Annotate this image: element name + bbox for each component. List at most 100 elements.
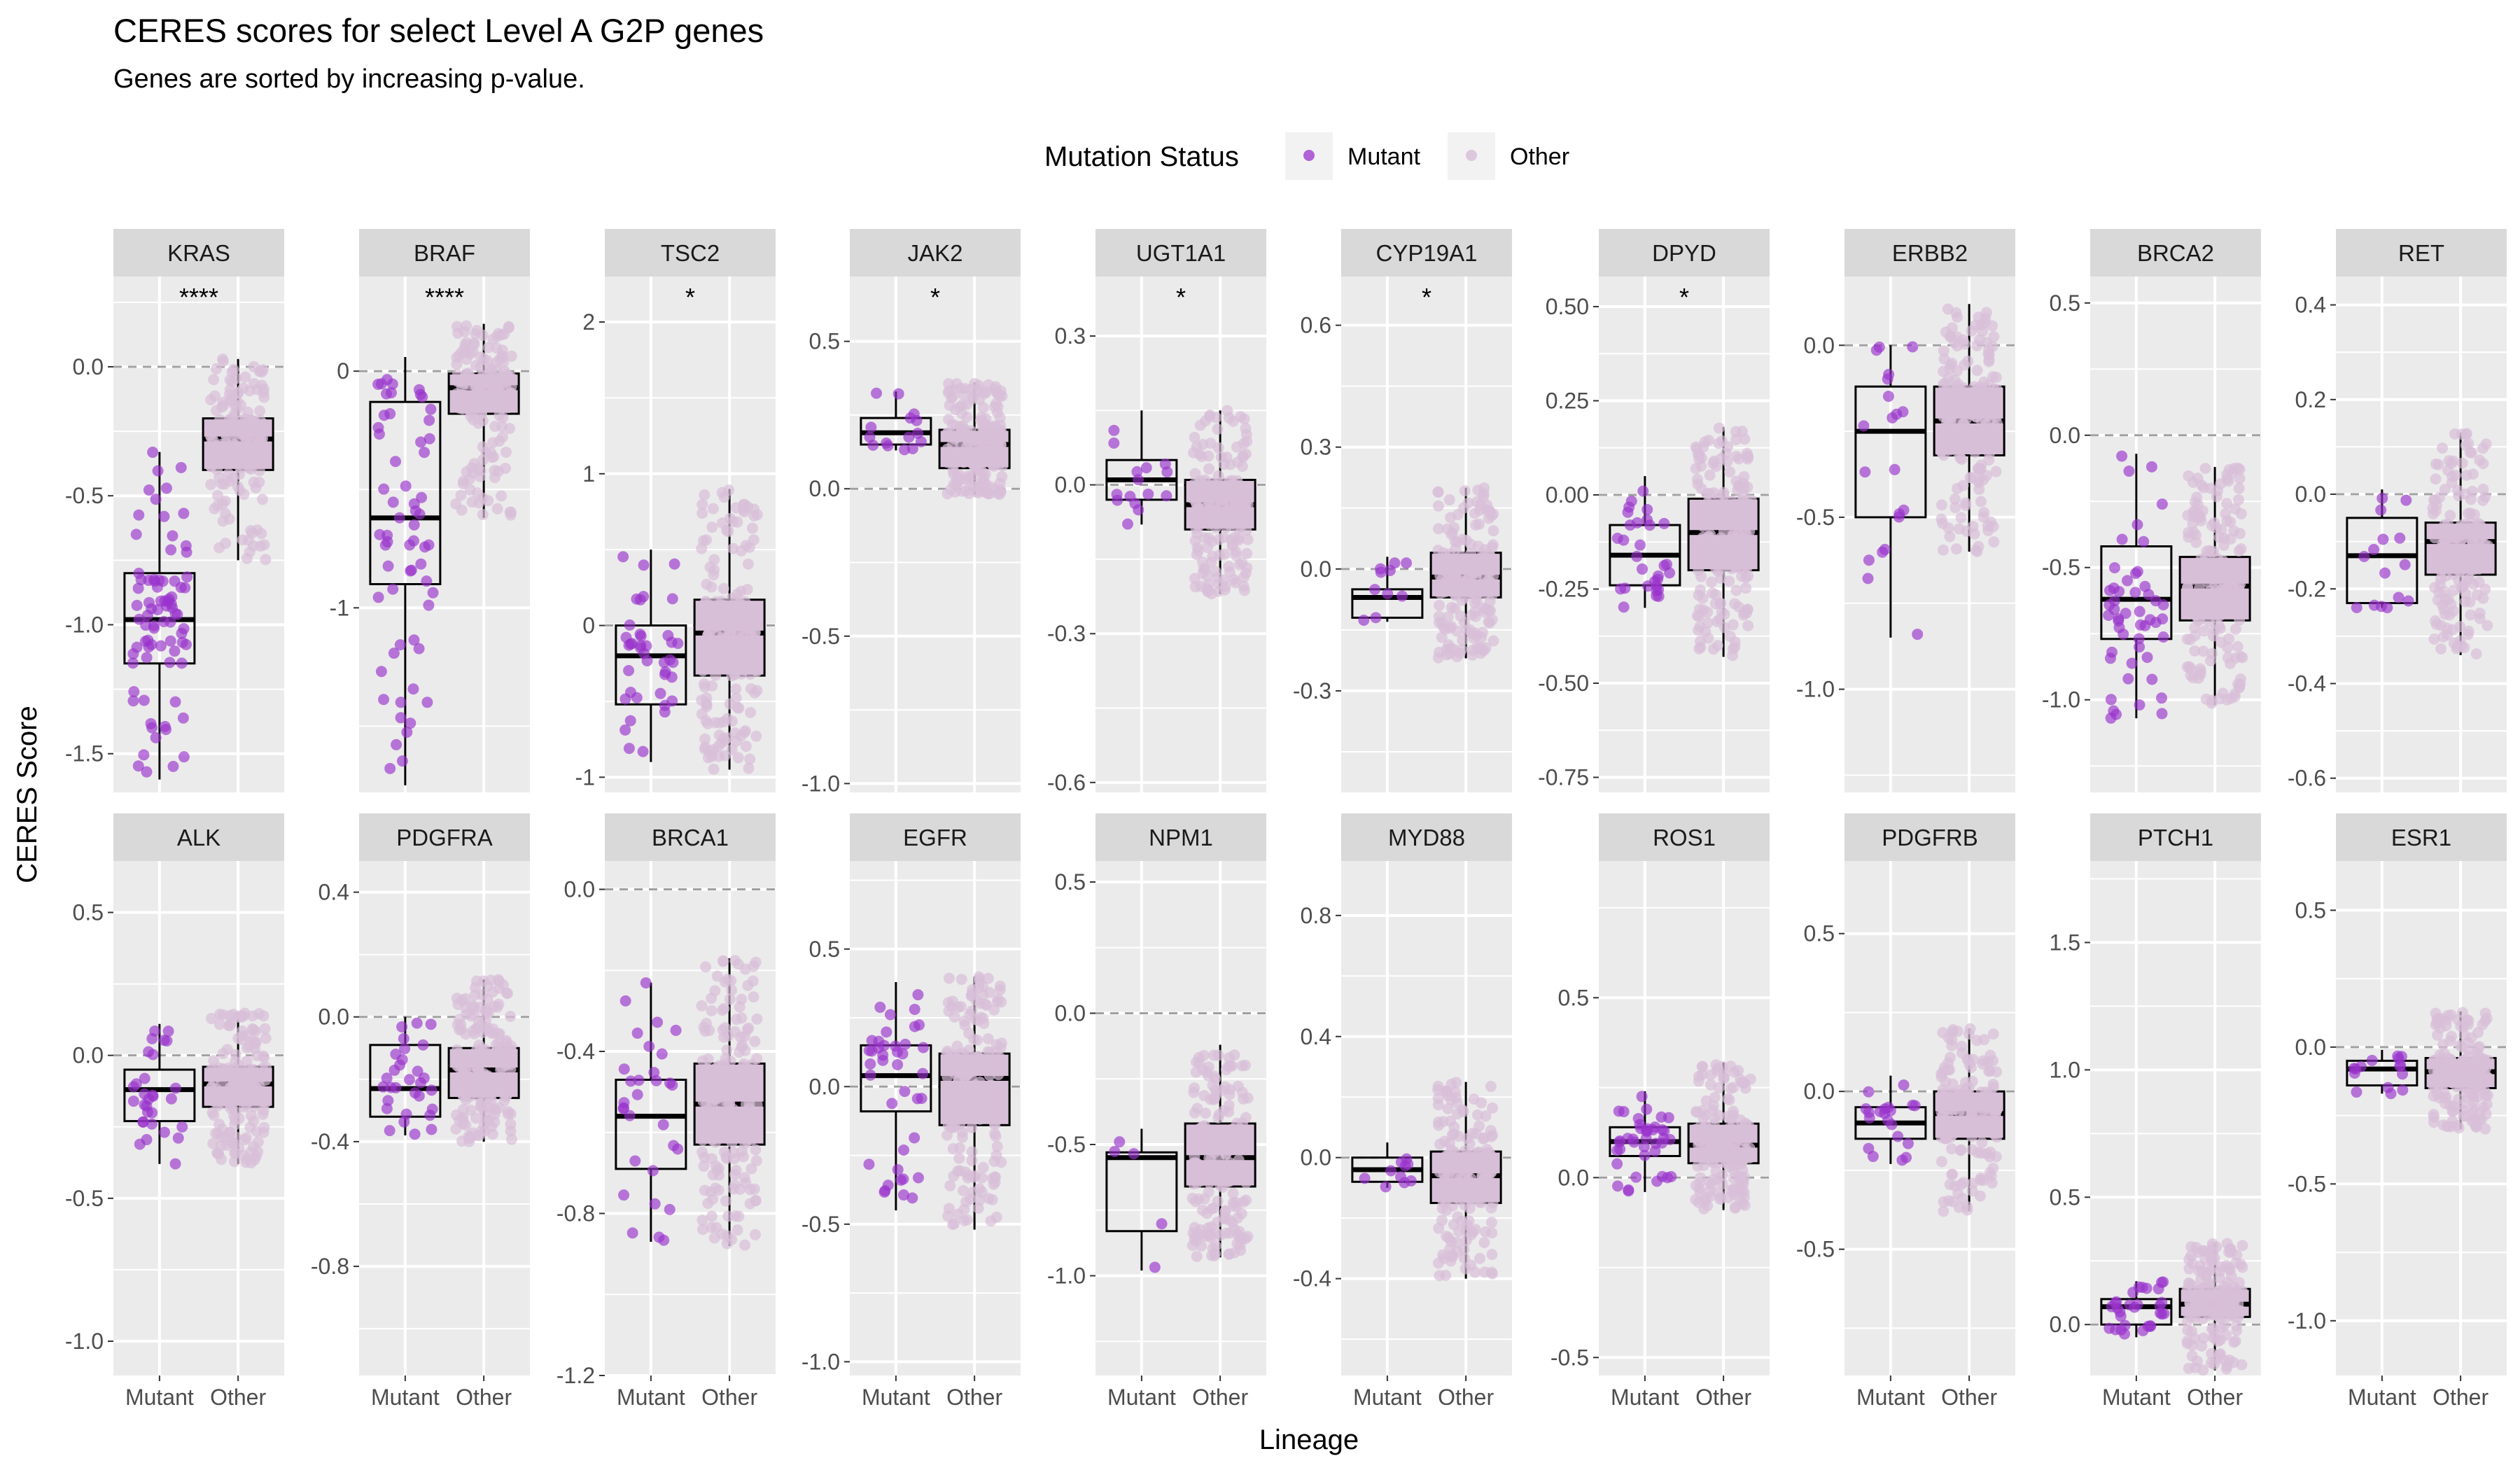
significance-label: * [1422,283,1432,312]
point-other [1227,1187,1239,1199]
point-mutant [1636,1091,1648,1102]
point-other [1990,465,2002,477]
point-mutant [411,1017,423,1029]
point-other [1186,1192,1198,1204]
point-mutant [917,1042,929,1054]
point-other [729,1210,741,1222]
point-other [2189,645,2201,657]
y-tick-label: 0.4 [318,880,349,905]
point-other [953,401,965,413]
panel-ret: RET-0.6-0.4-0.20.00.20.4 [2288,229,2507,792]
panel-strip [1599,229,1770,276]
x-tick-label: Other [2187,1385,2243,1410]
point-other [1236,1233,1247,1245]
point-other [1203,463,1215,475]
point-other [1464,564,1476,576]
point-other [725,975,737,987]
point-other [1977,326,1989,337]
point-other [1979,412,1991,424]
point-other [477,509,489,521]
significance-label: * [1679,283,1689,312]
panel-strip [113,229,284,276]
point-other [1217,1182,1228,1194]
point-other [1706,576,1718,588]
point-other [2188,510,2199,522]
point-other [1224,1227,1236,1239]
point-other [717,1024,729,1036]
panel-brca2: BRCA2-1.0-0.50.00.5 [2042,229,2261,792]
point-other [463,1133,475,1144]
x-tick-label: Mutant [617,1385,685,1410]
point-mutant [1156,1218,1168,1230]
y-tick-label: -0.6 [2288,766,2326,791]
point-other [234,484,246,496]
point-other [467,1026,479,1037]
point-other [943,1005,955,1017]
point-other [2438,603,2450,615]
point-other [2225,1270,2237,1282]
point-mutant [664,1203,676,1215]
point-mutant [395,712,407,724]
point-other [2455,529,2467,541]
point-other [1947,1119,1959,1130]
point-other [2456,428,2468,440]
point-other [239,1091,251,1103]
point-other [1961,408,1973,420]
point-other [707,1169,719,1181]
point-mutant [165,1093,177,1105]
x-tick-label: Other [210,1385,266,1410]
point-other [1935,499,1947,511]
point-other [739,1239,751,1251]
point-other [1727,528,1739,540]
point-other [1488,635,1499,647]
point-mutant [664,1077,676,1089]
point-mutant [1867,1151,1879,1163]
point-mutant [399,1043,411,1055]
jitter-points [617,484,763,775]
point-other [254,440,266,451]
panel-strip [850,813,1021,861]
point-other [1946,1168,1958,1180]
point-other [245,434,257,446]
y-tick-label: 0 [337,358,349,384]
point-other [1446,1078,1457,1090]
point-mutant [2150,595,2162,607]
point-other [214,542,225,554]
point-mutant [2139,580,2151,592]
point-other [717,1004,729,1016]
point-other [2183,1254,2195,1266]
point-other [231,395,243,407]
point-other [1437,1116,1449,1128]
x-tick-label: Other [1695,1385,1751,1410]
point-other [217,498,229,510]
point-other [1950,441,1961,453]
point-mutant [375,666,387,678]
point-other [1949,502,1961,514]
point-other [1740,1082,1751,1094]
point-mutant [424,414,435,426]
point-other [988,1116,1000,1128]
point-other [2221,515,2233,527]
point-other [738,503,750,515]
point-other [208,374,220,386]
point-other [206,1081,218,1093]
point-other [1952,1026,1963,1037]
point-other [472,1016,484,1028]
point-mutant [372,379,384,391]
point-other [1208,1250,1220,1261]
point-mutant [148,620,160,631]
box-iqr [123,1068,196,1123]
point-mutant [874,1001,886,1013]
point-mutant [2139,620,2151,631]
point-other [962,470,974,482]
panel-strip [605,229,776,276]
y-tick-label: -1.5 [65,741,104,766]
point-mutant [1382,588,1394,600]
point-mutant [132,582,144,594]
point-mutant [1658,517,1670,529]
point-mutant [1873,341,1885,353]
point-other [698,1160,710,1172]
point-other [2206,1287,2218,1299]
point-other [1982,348,1994,360]
